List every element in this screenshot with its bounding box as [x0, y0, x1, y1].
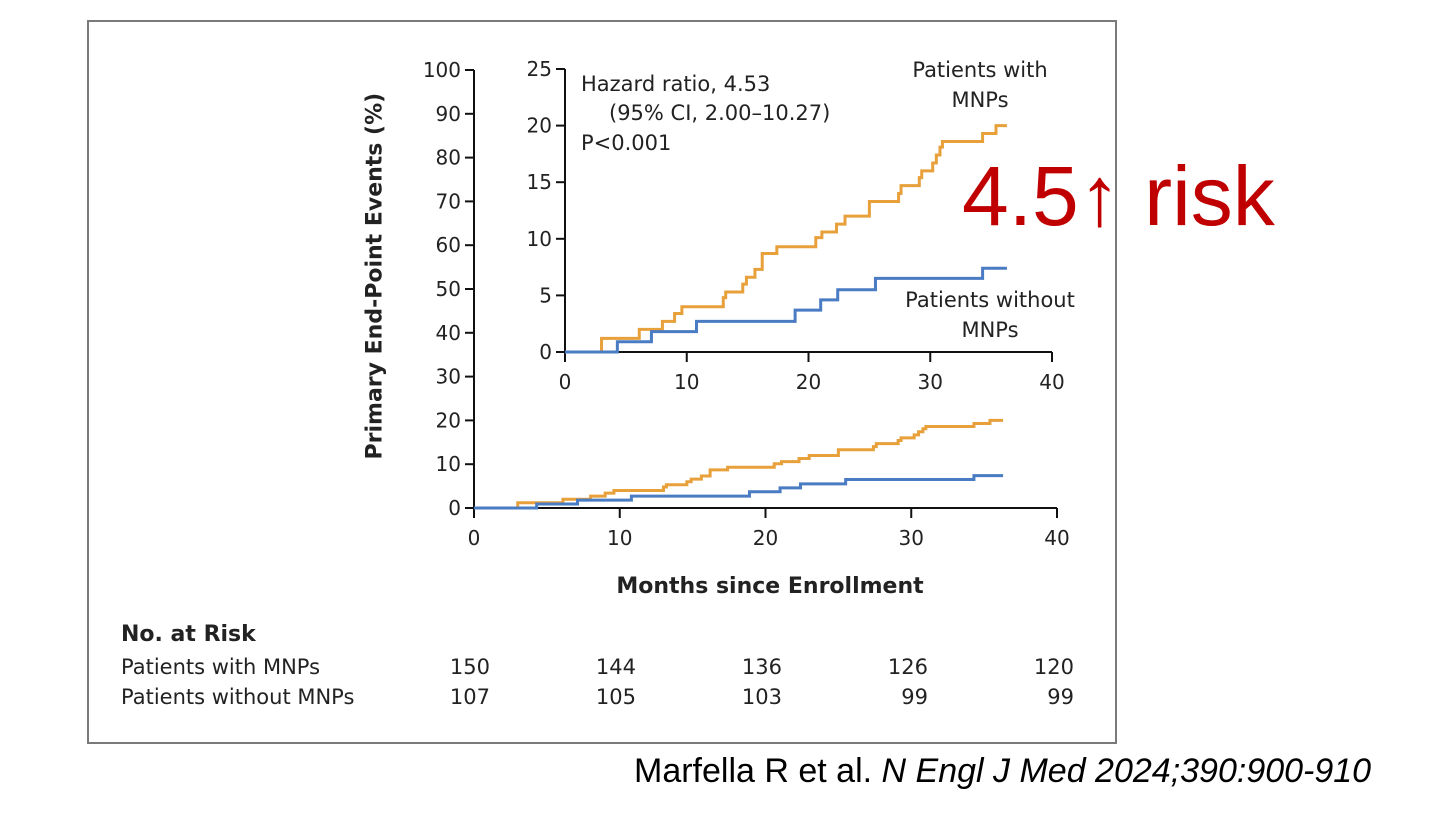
inset-x-tick-label: 0: [559, 370, 572, 394]
main-y-tick-label: 90: [436, 102, 461, 126]
inset-series-with-mnps: [565, 124, 1007, 354]
risk-row-label: Patients with MNPs: [121, 655, 321, 679]
main-x-tick-label: 0: [468, 526, 481, 550]
risk-row-label: Patients without MNPs: [121, 685, 355, 709]
label-with-mnps-2: MNPs: [951, 88, 1009, 112]
main-y-tick-label: 70: [436, 189, 461, 213]
label-with-mnps-1: Patients with: [912, 58, 1048, 82]
risk-callout: 4.5↑ risk: [962, 149, 1275, 243]
label-without-mnps-1: Patients without: [905, 288, 1075, 312]
inset-y-tick-label: 15: [527, 170, 552, 194]
confidence-interval: (95% CI, 2.00–10.27): [609, 101, 831, 125]
p-value: P<0.001: [581, 131, 672, 155]
label-without-mnps-2: MNPs: [961, 318, 1019, 342]
inset-y-tick-label: 10: [527, 227, 552, 251]
risk-count: 105: [595, 685, 636, 709]
risk-count: 107: [449, 685, 490, 709]
x-axis-label: Months since Enrollment: [616, 574, 924, 599]
citation-authors: Marfella R et al.: [634, 752, 882, 790]
inset-y-tick-label: 0: [539, 340, 552, 364]
main-y-tick-label: 40: [436, 321, 461, 345]
inset-x-tick-label: 30: [918, 370, 943, 394]
citation: Marfella R et al. N Engl J Med 2024;390:…: [634, 752, 1371, 791]
main-series-with-mnps: [474, 418, 1004, 510]
risk-count: 120: [1033, 655, 1074, 679]
risk-count: 99: [901, 685, 928, 709]
main-x-tick-label: 30: [899, 526, 924, 550]
inset-x-tick-label: 20: [796, 370, 821, 394]
main-y-tick-label: 100: [423, 58, 461, 82]
inset-y-tick-label: 25: [527, 57, 552, 81]
main-y-tick-label: 50: [436, 277, 461, 301]
risk-count: 99: [1047, 685, 1074, 709]
main-y-tick-label: 20: [436, 408, 461, 432]
figure-frame: [87, 20, 1117, 744]
citation-journal: N Engl J Med 2024;390:900-910: [881, 752, 1372, 790]
risk-count: 136: [741, 655, 782, 679]
main-x-tick-label: 40: [1044, 526, 1069, 550]
inset-series-without-mnps: [565, 266, 1007, 354]
hazard-ratio: Hazard ratio, 4.53: [581, 72, 771, 96]
inset-x-tick-label: 40: [1039, 370, 1064, 394]
main-y-tick-label: 30: [436, 365, 461, 389]
risk-count: 126: [887, 655, 928, 679]
inset-y-tick-label: 5: [539, 283, 552, 307]
inset-y-tick-label: 20: [527, 114, 552, 138]
main-y-tick-label: 10: [436, 452, 461, 476]
main-x-tick-label: 20: [753, 526, 778, 550]
risk-count: 103: [741, 685, 782, 709]
main-x-tick-label: 10: [607, 526, 632, 550]
inset-x-tick-label: 10: [674, 370, 699, 394]
risk-count: 144: [595, 655, 636, 679]
y-axis-label: Primary End-Point Events (%): [362, 92, 388, 460]
main-y-tick-label: 0: [448, 496, 461, 520]
risk-count: 150: [449, 655, 490, 679]
main-series-without-mnps: [474, 474, 1004, 510]
main-y-tick-label: 80: [436, 146, 461, 170]
risk-table-title: No. at Risk: [121, 622, 256, 647]
main-y-tick-label: 60: [436, 233, 461, 257]
